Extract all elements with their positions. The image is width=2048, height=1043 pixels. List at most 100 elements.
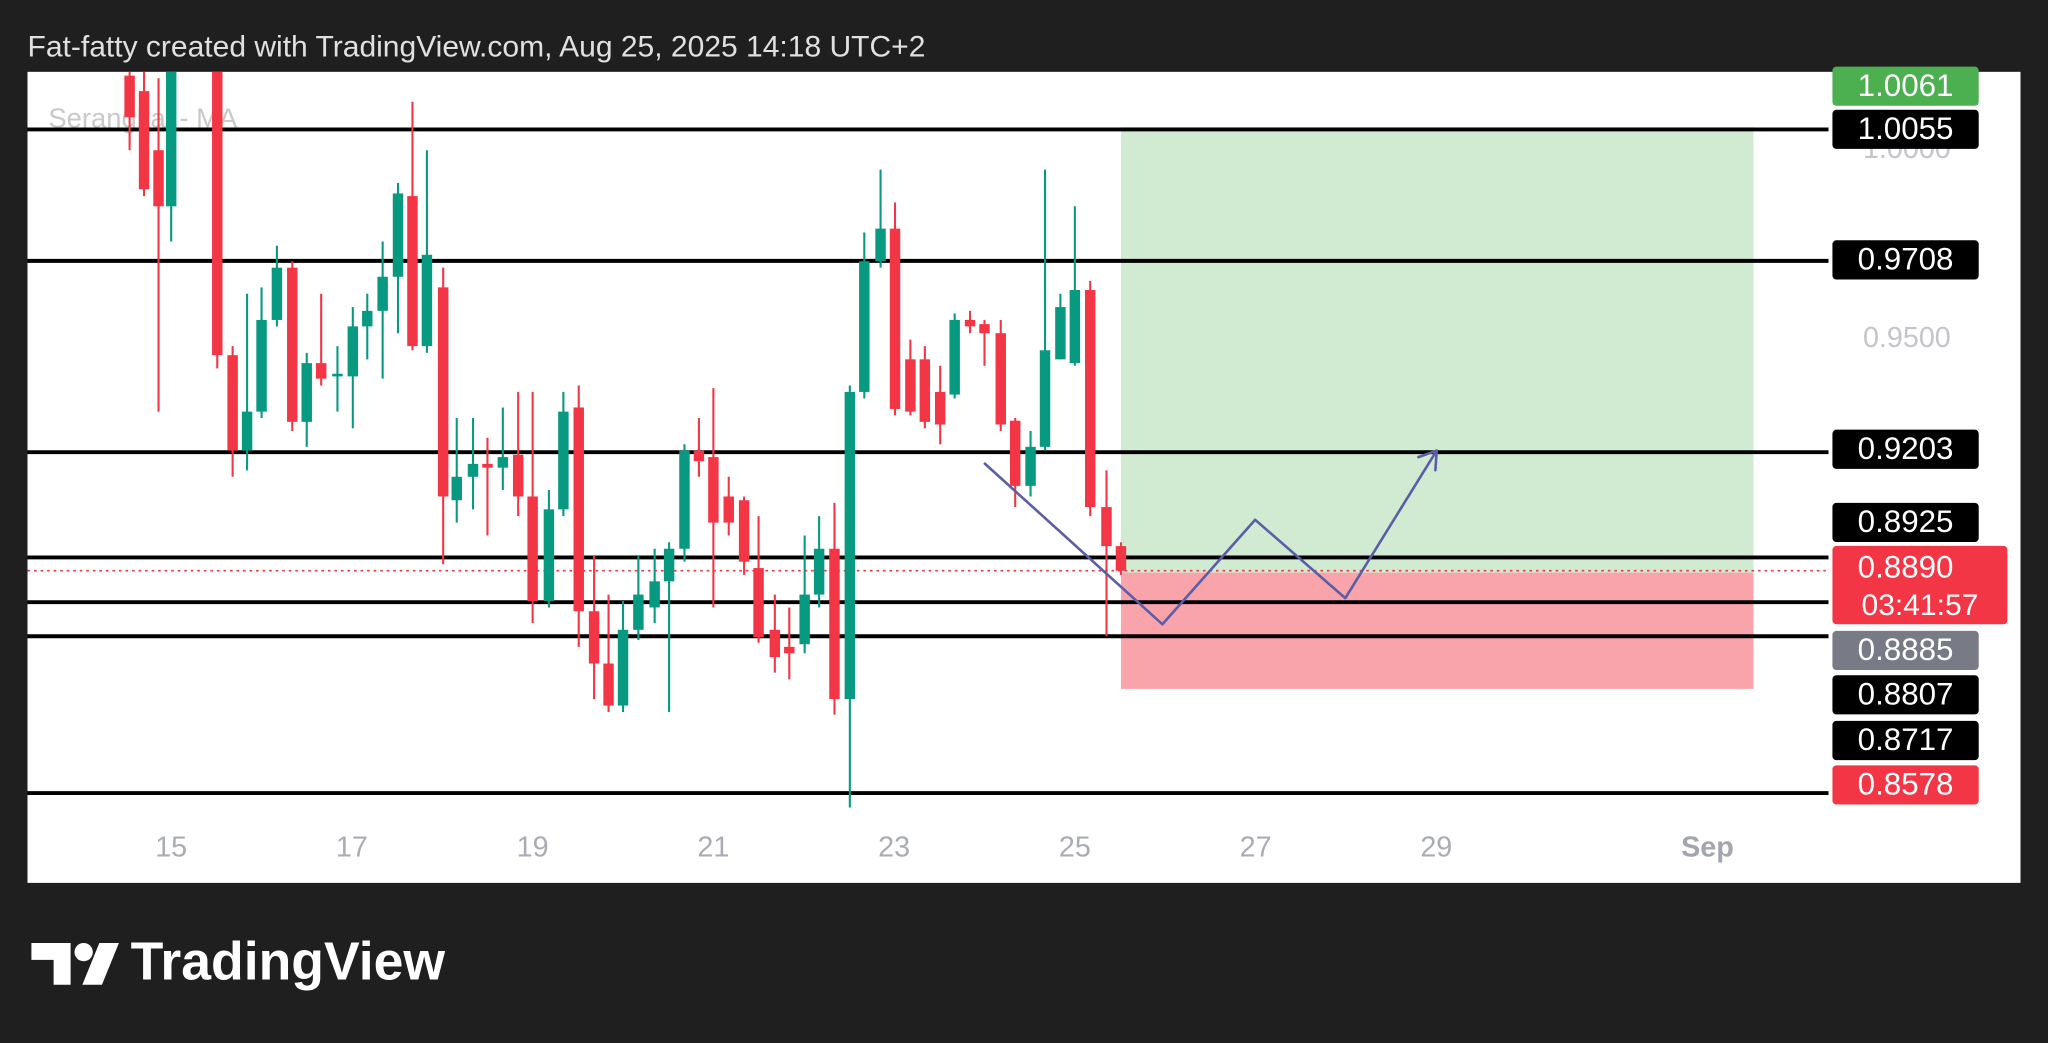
candle-body [617,629,629,706]
candle-body [407,196,418,347]
candle-body [889,228,901,409]
x-tick-label: 29 [1420,832,1452,864]
x-tick-label: 23 [878,832,910,864]
candle-body [512,454,524,497]
level-price-label-box [1832,720,1979,761]
candle-body [964,319,976,327]
candle-body [1115,546,1127,571]
candle-body [421,254,433,347]
candle-body [784,646,795,654]
candle-body [315,363,327,379]
candle-body [451,476,462,501]
logo-text: TradingView [131,932,446,991]
candle-body [543,509,555,602]
candle-body [124,75,135,118]
level-price-label-box [1832,675,1979,715]
candle-body [979,324,990,334]
candle-body [829,548,840,700]
candle-body [1084,290,1096,508]
x-tick-label: 27 [1240,832,1272,864]
x-tick-label: 17 [336,832,368,864]
candle-body [392,193,404,277]
level-price-label: 0.8925 [1858,504,1954,539]
level-price-label: 0.8807 [1858,676,1954,711]
logo-mark-dot [74,942,93,962]
candle-body [573,407,584,612]
last-price-box [1832,545,2008,625]
candle-body [332,373,343,377]
candle-body [1069,290,1081,364]
logo-mark-slash [82,942,119,985]
candle-body [347,326,359,377]
candle-body [301,363,312,422]
candle-body [165,71,177,207]
candle-body [287,267,298,422]
position-profit-zone [1120,127,1754,573]
candle-body [905,359,916,412]
candle-body [1025,446,1036,486]
logo: TradingView [31,932,445,991]
candle-body [256,319,267,412]
x-tick-label: Sep [1681,832,1734,864]
logo-mark-seven [31,942,71,985]
position-loss-zone [1120,572,1754,689]
x-tick-label: 15 [155,832,187,864]
target-price-label: 1.0061 [1858,68,1954,103]
candle-body [138,91,150,190]
candle-body [153,150,164,207]
candle-body [813,548,825,595]
price-scale: 1.00000.95001.00611.00550.97080.92030.89… [1832,66,2008,805]
candle-body [558,411,569,510]
level-price-label: 0.9203 [1858,431,1954,466]
candle-body [738,500,750,562]
candle-body [859,261,870,392]
candle-body [1039,350,1051,447]
candle-body [271,267,283,320]
projection-arrowhead [1417,449,1439,472]
x-tick-label: 21 [697,832,729,864]
level-price-label-box [1832,502,1979,543]
x-tick-label: 25 [1059,832,1091,864]
projection-drawing [983,449,1439,626]
level-price-label-box [1832,109,1979,149]
candle-body [437,287,449,497]
last-price-label: 0.8890 [1858,550,1954,585]
y-tick-label: 0.9500 [1863,322,1951,354]
candle-body [1101,507,1112,547]
candle-body [241,411,253,451]
candle-body [377,276,388,311]
candle-body [723,496,734,523]
level-price-label-box [1832,240,1979,280]
candle-body [663,548,675,582]
candle-body [934,391,946,425]
candle-body [633,594,644,630]
candle-body [527,496,538,602]
candle-body [1055,307,1066,360]
level-price-label: 1.0055 [1858,111,1954,146]
candle-body [919,359,931,422]
candle-body [482,463,493,468]
stop-price-label: 0.8578 [1858,767,1954,802]
entry-price-label-box [1832,630,1979,670]
candle-body [212,71,223,356]
header-text: Fat-fatty created with TradingView.com, … [27,30,925,63]
x-tick-label: 19 [517,832,549,864]
candle-body [649,581,660,608]
chart-panel [27,71,2021,883]
candle-body [497,457,509,468]
target-price-label-box [1832,66,1979,106]
candle-body [708,457,719,523]
stop-price-label-box [1832,765,1979,805]
level-price-label-box [1832,429,1979,469]
level-price-label: 0.8717 [1858,722,1954,757]
plot-area: Serangkai - MA [27,71,1829,808]
candle-body [995,333,1006,425]
candle-body [227,355,238,451]
candle-body [693,450,705,462]
candle-body [753,568,764,638]
candle-body [679,450,690,549]
candle-body [875,228,886,262]
candle-body [588,611,600,664]
entry-price-label: 0.8885 [1858,632,1954,667]
